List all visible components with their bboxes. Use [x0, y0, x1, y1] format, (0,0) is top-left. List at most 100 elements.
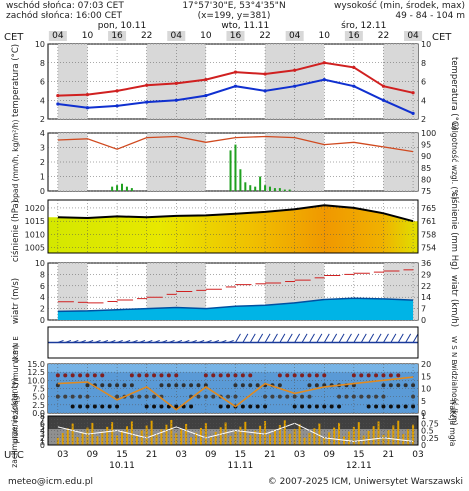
- cloud-layer-dot: [411, 404, 416, 409]
- cloud-layer-dot: [144, 394, 149, 399]
- wind-direction-arrow: [183, 339, 190, 343]
- bottom-day-label: 12.11: [346, 461, 372, 471]
- cloud-layer-dot: [374, 394, 379, 399]
- fog-bar: [101, 431, 104, 445]
- temperature-point: [293, 68, 297, 72]
- top-day-label: pon, 10.11: [98, 21, 146, 31]
- fog-bar: [155, 434, 158, 445]
- fog-bar: [170, 419, 173, 445]
- cloud-layer-dot: [277, 383, 282, 388]
- footer-copyright: © 2007-2025 ICM, Uniwersytet Warszawski: [267, 477, 463, 487]
- wind-y-tick-label: 0: [40, 316, 45, 325]
- top-day-label: śro, 12.11: [341, 20, 386, 31]
- bottom-hour-label: 15: [353, 450, 364, 460]
- top-hour-label: 16: [111, 31, 123, 41]
- wind-direction-arrow: [109, 339, 116, 343]
- fog-bar: [96, 436, 99, 445]
- fog-bar: [150, 420, 153, 445]
- wind-direction-arrow: [405, 333, 412, 343]
- fog-bar: [86, 427, 89, 445]
- top-day-label: wto, 11.11: [221, 21, 269, 31]
- cover-y-tick-label: 8: [40, 412, 45, 421]
- top-hour-label: 04: [289, 31, 301, 41]
- precip-bar: [234, 144, 237, 191]
- top-hour-label: 22: [141, 31, 152, 41]
- cover-y-tick-label: 0: [40, 441, 45, 450]
- cloud-layer-dot: [307, 373, 312, 378]
- fog-bar: [229, 435, 232, 445]
- cloud-layer-dot: [292, 394, 297, 399]
- cloud-layer-dot: [152, 394, 157, 399]
- cloud-layer-dot: [285, 394, 290, 399]
- cloud-layer-dot: [92, 404, 97, 409]
- cloud-layer-dot: [70, 404, 75, 409]
- wind-direction-arrow: [116, 339, 123, 343]
- wind-direction-arrow: [375, 333, 382, 343]
- cloud-layer-dot: [270, 394, 275, 399]
- dewpoint-point: [411, 111, 415, 115]
- wind-direction-arrow: [131, 339, 138, 343]
- precip-bar: [259, 176, 262, 191]
- cloud-layer-dot: [314, 373, 319, 378]
- cloud-layer-dot: [314, 383, 319, 388]
- top-hour-label: 10: [319, 31, 331, 41]
- fog-bar: [352, 426, 355, 445]
- fog-bar: [397, 420, 400, 445]
- footer-email[interactable]: meteo@icm.edu.pl: [8, 477, 93, 487]
- dewpoint-point: [263, 89, 267, 93]
- precip-bar: [116, 185, 119, 191]
- wind-direction-arrow: [72, 339, 79, 343]
- wind-y-tick-label: 2: [40, 305, 45, 314]
- humidity-y2-tick-label: 90: [421, 152, 431, 161]
- wind-direction-arrow: [331, 333, 338, 343]
- wind-direction-arrow: [353, 333, 360, 343]
- cloud-layer-dot: [233, 394, 238, 399]
- cloud-layer-dot: [152, 373, 157, 378]
- fog-bar: [377, 421, 380, 445]
- cloud-layer-dot: [137, 373, 142, 378]
- precip-bar: [254, 186, 257, 191]
- wind-direction-arrow: [257, 333, 264, 343]
- bottom-hour-label: 15: [116, 450, 127, 460]
- cloud-layer-dot: [248, 383, 253, 388]
- cloud-layer-dot: [70, 394, 75, 399]
- cloud-layer-dot: [381, 383, 386, 388]
- cloud-layer-dot: [115, 383, 120, 388]
- cloud-layer-dot: [100, 404, 105, 409]
- cloud-layer-dot: [85, 404, 90, 409]
- fog-bar: [288, 433, 291, 445]
- cloud-y-tick-label: 15.0: [27, 360, 45, 369]
- cloud-layer-dot: [255, 404, 260, 409]
- cloud-layer-dot: [70, 373, 75, 378]
- fog-bar: [407, 429, 410, 445]
- cloud-layer-dot: [292, 404, 297, 409]
- cloud-layer-dot: [381, 394, 386, 399]
- temperature-point: [352, 65, 356, 70]
- top-hour-bg: [48, 31, 67, 41]
- wind-direction-arrow: [65, 339, 72, 343]
- wind-direction-arrow: [383, 333, 389, 343]
- wind-direction-arrow: [168, 339, 175, 343]
- cloud-layer-dot: [403, 383, 408, 388]
- cloud-layer-dot: [314, 404, 319, 409]
- visibility-y2-tick-label: 0: [421, 409, 426, 418]
- fog-bar: [145, 425, 148, 445]
- cloud-layer-dot: [366, 373, 371, 378]
- cloud-layer-dot: [203, 383, 208, 388]
- wind-direction-arrow: [301, 333, 308, 343]
- dewpoint-point: [115, 104, 119, 108]
- coordinates-text: 17°57'30"E, 53°4'35"N: [182, 1, 286, 11]
- dewpoint-point: [145, 100, 149, 104]
- wind-direction-arrow: [153, 339, 160, 343]
- wind-y2-tick-label: 14: [421, 293, 431, 302]
- cloud-layer-dot: [411, 394, 416, 399]
- wind-direction-arrow: [286, 333, 293, 343]
- cloud-layer-dot: [300, 404, 305, 409]
- wind-direction-arrow: [249, 333, 256, 343]
- precip-bar: [249, 185, 252, 191]
- wind-y-tick-label: 10: [35, 259, 45, 268]
- temperature-point: [145, 83, 149, 87]
- visibility-y2-tick-label: 5: [421, 397, 426, 406]
- dewpoint-point: [204, 93, 208, 98]
- fog-bar: [372, 426, 375, 445]
